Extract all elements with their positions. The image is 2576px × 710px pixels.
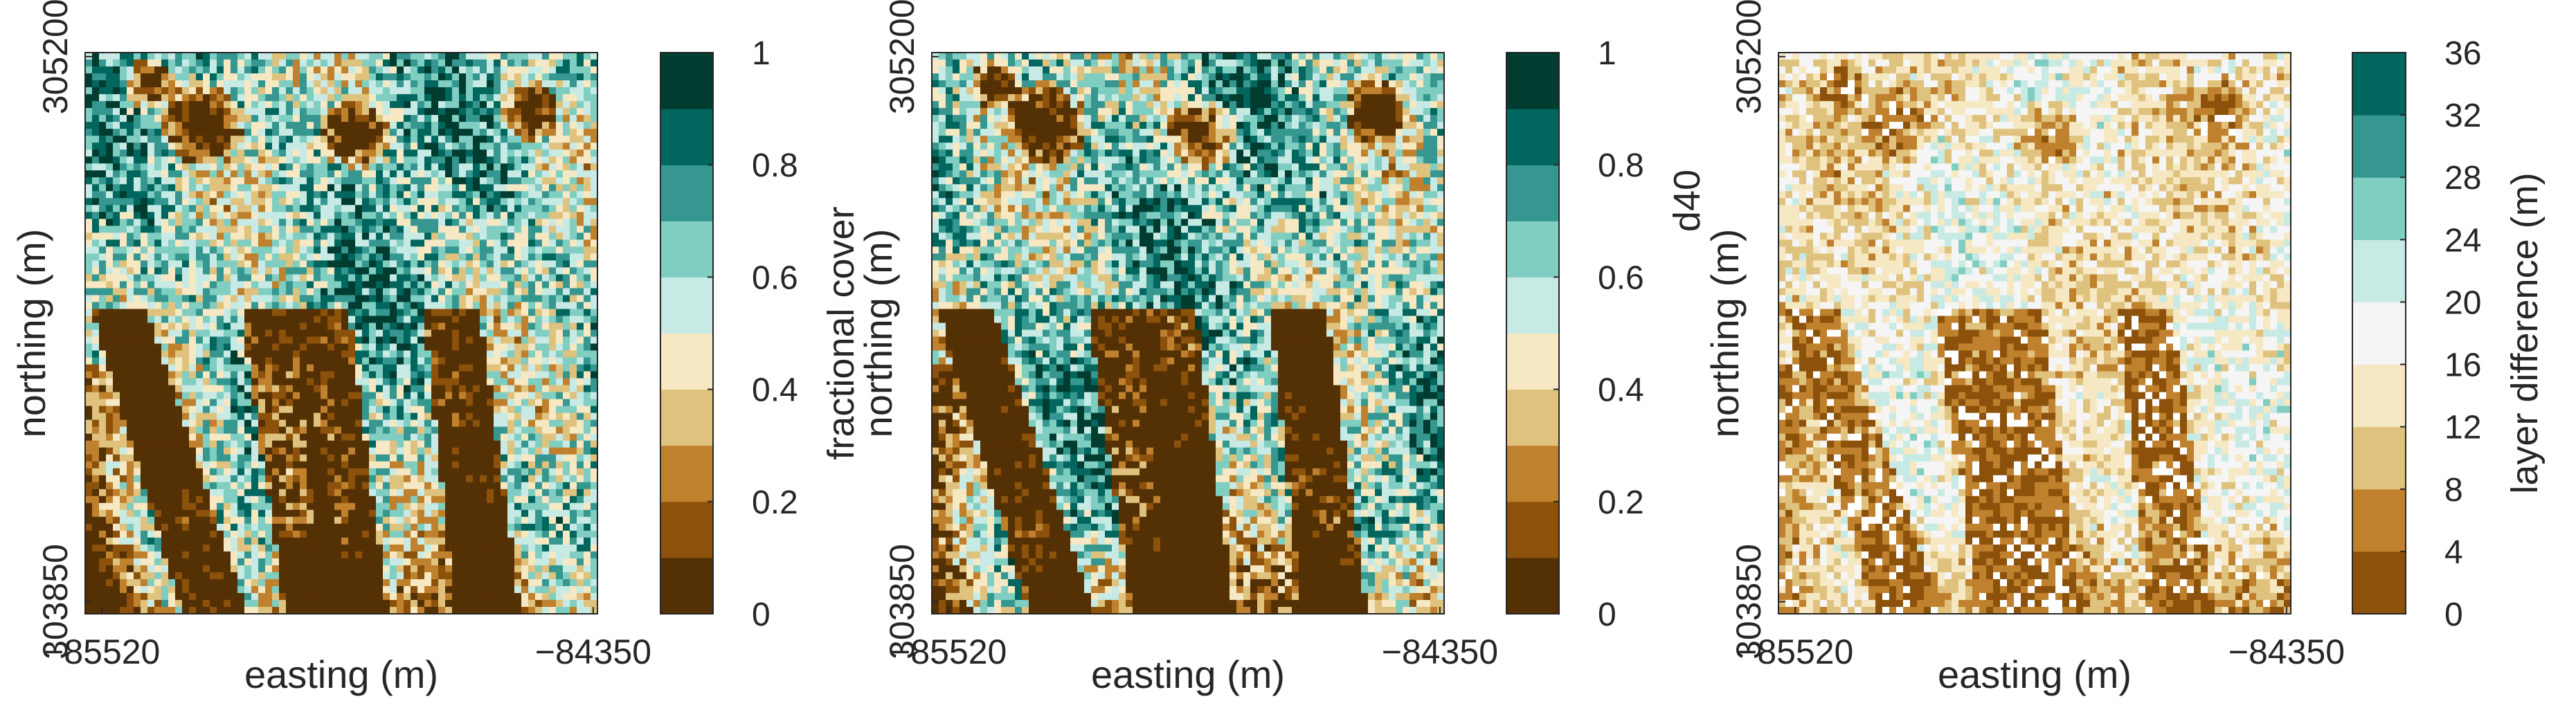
colorbar-tick-label: 0 (752, 597, 771, 633)
colorbar-segment (2352, 365, 2406, 428)
colorbar-tick-label: 36 (2444, 35, 2481, 72)
x-axis-label: easting (m) (244, 653, 438, 696)
y-axis-label: northing (m) (856, 229, 900, 438)
colorbar-segment (1506, 277, 1559, 334)
colorbar-tick-label: 1 (1598, 35, 1616, 72)
colorbar-label: layer difference (m) (2504, 172, 2546, 493)
colorbar-tick-label: 1 (752, 35, 771, 72)
y-tick-label: 303850 (36, 544, 75, 659)
colorbar-tick-label: 0.2 (1598, 484, 1644, 521)
heatmap-raster (1778, 53, 2291, 615)
colorbar-segment (1506, 446, 1559, 502)
colorbar-segment (2352, 427, 2406, 490)
colorbar-tick-label: 0 (2444, 597, 2463, 633)
colorbar-tick-label: 0.2 (752, 484, 798, 521)
colorbar: 0 0.2 0.4 0.6 0.8 1 d40 (1506, 35, 1708, 633)
x-axis-label: easting (m) (1091, 653, 1285, 696)
colorbar-segment (2352, 115, 2406, 178)
x-axis-label: easting (m) (1938, 653, 2132, 696)
colorbar: 0 4 8 12 16 20 24 28 32 36 layer difference (m) (2352, 35, 2546, 633)
x-tick-label: −84350 (1382, 632, 1498, 671)
colorbar-tick-label: 0 (1598, 597, 1616, 633)
colorbar-segment (1506, 502, 1559, 558)
colorbar-segment (1506, 109, 1559, 165)
colorbar-segment (2352, 489, 2406, 552)
colorbar-segment (2352, 302, 2406, 365)
y-axis-label: northing (m) (1703, 229, 1747, 438)
colorbar-tick-label: 0.4 (1598, 372, 1644, 409)
colorbar-segment (1506, 334, 1559, 390)
y-tick-label: 305200 (36, 0, 75, 114)
colorbar-segment (660, 277, 713, 334)
colorbar-segment (660, 53, 713, 109)
colorbar-segment (660, 558, 713, 615)
colorbar-segment (660, 390, 713, 446)
y-tick-label: 305200 (883, 0, 921, 114)
colorbar-segment (1506, 53, 1559, 109)
colorbar-label: fractional cover (820, 206, 862, 459)
colorbar-segment (1506, 390, 1559, 446)
colorbar: 0 0.2 0.4 0.6 0.8 1 fractional cover (660, 35, 862, 633)
colorbar-tick-label: 4 (2444, 534, 2463, 571)
colorbar-label: d40 (1666, 170, 1708, 232)
colorbar-segment (2352, 177, 2406, 240)
colorbar-segment (660, 502, 713, 558)
colorbar-tick-label: 0.6 (1598, 260, 1644, 296)
heatmap-raster (85, 53, 598, 615)
colorbar-tick-label: 0.8 (752, 147, 798, 184)
colorbar-segment (1506, 558, 1559, 615)
colorbar-segment (660, 446, 713, 502)
colorbar-tick-label: 32 (2444, 98, 2481, 134)
colorbar-tick-label: 8 (2444, 472, 2463, 509)
colorbar-segment (1506, 165, 1559, 221)
colorbar-tick-label: 16 (2444, 347, 2481, 384)
colorbar-tick-label: 0.4 (752, 372, 798, 409)
colorbar-segment (660, 221, 713, 277)
colorbar-tick-label: 20 (2444, 284, 2481, 321)
colorbar-tick-label: 12 (2444, 410, 2481, 446)
colorbar-tick-label: 0.6 (752, 260, 798, 296)
x-tick-label: −84350 (535, 632, 651, 671)
colorbar-tick-label: 28 (2444, 160, 2481, 197)
colorbar-segment (2352, 552, 2406, 615)
y-tick-label: 305200 (1729, 0, 1768, 114)
heatmap-raster (932, 53, 1445, 615)
y-tick-label: 303850 (883, 544, 921, 659)
y-axis-label: northing (m) (10, 229, 53, 438)
colorbar-segment (660, 109, 713, 165)
colorbar-tick-label: 24 (2444, 222, 2481, 259)
colorbar-segment (660, 334, 713, 390)
colorbar-segment (2352, 239, 2406, 302)
x-tick-label: −84350 (2228, 632, 2345, 671)
colorbar-segment (660, 165, 713, 221)
colorbar-segment (1506, 221, 1559, 277)
colorbar-tick-label: 0.8 (1598, 147, 1644, 184)
y-tick-label: 303850 (1729, 544, 1768, 659)
colorbar-segment (2352, 53, 2406, 116)
